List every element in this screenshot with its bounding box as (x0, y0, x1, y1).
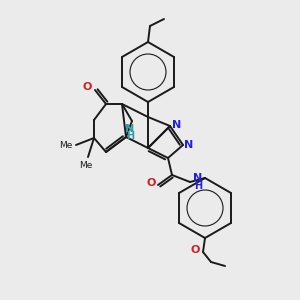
Text: N: N (172, 120, 182, 130)
Text: Me: Me (79, 160, 93, 169)
Text: O: O (190, 245, 200, 255)
Text: H: H (126, 131, 134, 141)
Text: O: O (146, 178, 156, 188)
Text: H: H (194, 181, 202, 191)
Text: N: N (194, 173, 202, 183)
Text: N: N (125, 124, 135, 134)
Text: O: O (82, 82, 92, 92)
Text: N: N (184, 140, 194, 150)
Text: Me: Me (59, 140, 73, 149)
